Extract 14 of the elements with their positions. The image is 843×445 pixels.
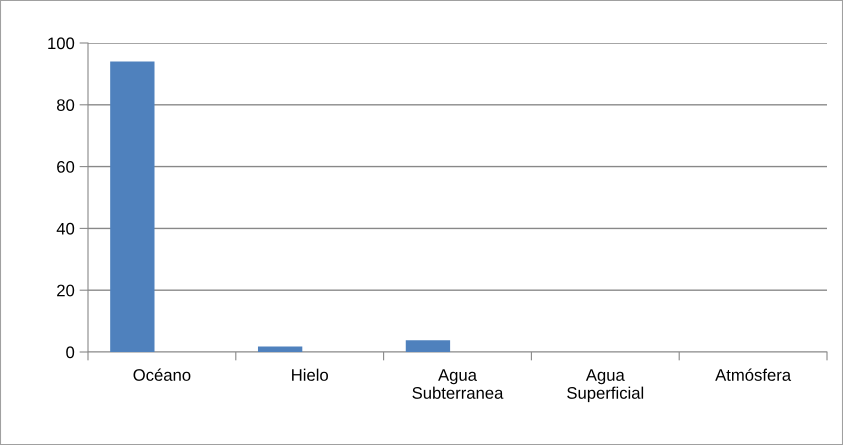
y-tick-label: 40 xyxy=(56,222,74,235)
x-tick-label: Agua Superficial xyxy=(567,369,644,402)
y-tick-label: 80 xyxy=(56,99,74,112)
y-tick-label: 0 xyxy=(66,346,74,358)
x-tick-label: Océano xyxy=(134,368,190,381)
bar xyxy=(258,346,302,352)
x-tick-label: Agua Subterranea xyxy=(412,369,504,399)
x-tick-label: Atmósfera xyxy=(715,368,792,381)
bar xyxy=(406,340,450,352)
y-tick-label: 100 xyxy=(48,37,74,50)
x-tick-label: Hielo xyxy=(292,368,328,381)
bar xyxy=(110,62,155,352)
y-tick-label: 60 xyxy=(57,161,74,173)
y-tick-label: 20 xyxy=(57,284,74,296)
